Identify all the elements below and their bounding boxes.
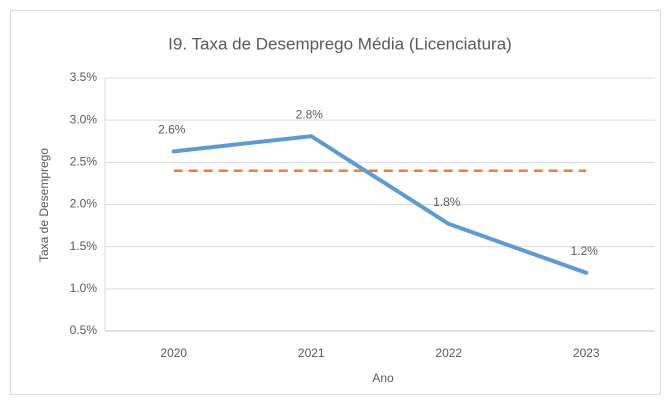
x-tick-label: 2022 xyxy=(435,346,462,360)
series-line xyxy=(171,134,589,275)
data-label: 1.8% xyxy=(433,195,461,209)
chart-title: I9. Taxa de Desemprego Média (Licenciatu… xyxy=(168,34,512,53)
y-tick-label: 0.5% xyxy=(70,323,98,337)
x-tick-label: 2023 xyxy=(573,346,600,360)
y-tick-label: 2.0% xyxy=(70,197,98,211)
y-tick-label: 1.5% xyxy=(70,239,98,253)
y-tick-label: 1.0% xyxy=(70,281,98,295)
x-tick-label: 2020 xyxy=(160,346,187,360)
y-tick-label: 3.0% xyxy=(70,112,98,126)
x-axis-label: Ano xyxy=(372,371,394,385)
y-tick-label: 2.5% xyxy=(70,155,98,169)
data-label: 1.2% xyxy=(571,244,599,258)
y-axis-label: Taxa de Desemprego xyxy=(37,148,51,262)
x-tick-label: 2021 xyxy=(298,346,325,360)
data-label: 2.6% xyxy=(158,123,186,137)
chart-frame xyxy=(10,10,661,395)
y-tick-label: 3.5% xyxy=(70,70,98,84)
data-label: 2.8% xyxy=(296,107,324,121)
